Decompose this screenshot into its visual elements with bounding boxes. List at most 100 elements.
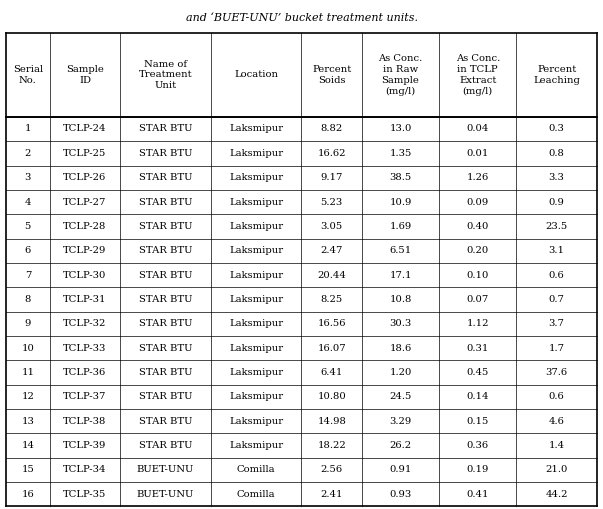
Text: Laksmipur: Laksmipur bbox=[229, 417, 283, 426]
Text: TCLP-24: TCLP-24 bbox=[63, 125, 107, 133]
Text: Laksmipur: Laksmipur bbox=[229, 271, 283, 279]
Text: 8.25: 8.25 bbox=[321, 295, 343, 304]
Text: 8.82: 8.82 bbox=[321, 125, 343, 133]
Text: Laksmipur: Laksmipur bbox=[229, 441, 283, 450]
Text: TCLP-29: TCLP-29 bbox=[63, 246, 107, 255]
Text: 1.35: 1.35 bbox=[390, 149, 412, 158]
Text: 9.17: 9.17 bbox=[321, 173, 343, 182]
Text: TCLP-28: TCLP-28 bbox=[63, 222, 107, 231]
Text: 3.05: 3.05 bbox=[321, 222, 343, 231]
Text: 2.47: 2.47 bbox=[321, 246, 343, 255]
Text: 0.93: 0.93 bbox=[390, 490, 412, 499]
Text: STAR BTU: STAR BTU bbox=[139, 441, 192, 450]
Text: 0.41: 0.41 bbox=[467, 490, 489, 499]
Text: 44.2: 44.2 bbox=[546, 490, 568, 499]
Text: STAR BTU: STAR BTU bbox=[139, 368, 192, 377]
Text: TCLP-25: TCLP-25 bbox=[63, 149, 107, 158]
Text: 5.23: 5.23 bbox=[321, 197, 343, 207]
Text: 3: 3 bbox=[25, 173, 31, 182]
Text: 10.9: 10.9 bbox=[390, 197, 412, 207]
Text: 4.6: 4.6 bbox=[549, 417, 564, 426]
Text: 0.36: 0.36 bbox=[467, 441, 489, 450]
Text: 0.14: 0.14 bbox=[467, 392, 489, 402]
Text: TCLP-31: TCLP-31 bbox=[63, 295, 107, 304]
Text: STAR BTU: STAR BTU bbox=[139, 295, 192, 304]
Text: 0.09: 0.09 bbox=[467, 197, 489, 207]
Text: 3.1: 3.1 bbox=[549, 246, 564, 255]
Text: TCLP-38: TCLP-38 bbox=[63, 417, 107, 426]
Text: Serial
No.: Serial No. bbox=[13, 65, 43, 85]
Text: 0.01: 0.01 bbox=[467, 149, 489, 158]
Text: 13: 13 bbox=[22, 417, 34, 426]
Text: TCLP-33: TCLP-33 bbox=[63, 344, 107, 353]
Text: 0.7: 0.7 bbox=[549, 295, 564, 304]
Text: 6: 6 bbox=[25, 246, 31, 255]
Text: 0.07: 0.07 bbox=[467, 295, 489, 304]
Text: Laksmipur: Laksmipur bbox=[229, 295, 283, 304]
Text: 0.3: 0.3 bbox=[549, 125, 564, 133]
Text: Laksmipur: Laksmipur bbox=[229, 368, 283, 377]
Text: STAR BTU: STAR BTU bbox=[139, 125, 192, 133]
Text: 0.19: 0.19 bbox=[467, 465, 489, 474]
Text: 1.12: 1.12 bbox=[467, 319, 489, 328]
Text: Laksmipur: Laksmipur bbox=[229, 344, 283, 353]
Text: 0.10: 0.10 bbox=[467, 271, 489, 279]
Text: STAR BTU: STAR BTU bbox=[139, 319, 192, 328]
Text: 2.56: 2.56 bbox=[321, 465, 343, 474]
Text: TCLP-30: TCLP-30 bbox=[63, 271, 107, 279]
Text: 0.6: 0.6 bbox=[549, 392, 564, 402]
Text: Comilla: Comilla bbox=[237, 490, 276, 499]
Text: 3.3: 3.3 bbox=[549, 173, 564, 182]
Text: Location: Location bbox=[234, 70, 278, 79]
Text: Laksmipur: Laksmipur bbox=[229, 222, 283, 231]
Text: STAR BTU: STAR BTU bbox=[139, 417, 192, 426]
Text: Laksmipur: Laksmipur bbox=[229, 197, 283, 207]
Text: 18.6: 18.6 bbox=[390, 344, 412, 353]
Text: As Conc.
in Raw
Sample
(mg/l): As Conc. in Raw Sample (mg/l) bbox=[379, 54, 423, 96]
Text: TCLP-32: TCLP-32 bbox=[63, 319, 107, 328]
Text: 15: 15 bbox=[22, 465, 34, 474]
Text: 17.1: 17.1 bbox=[390, 271, 412, 279]
Text: 1.7: 1.7 bbox=[549, 344, 564, 353]
Text: TCLP-37: TCLP-37 bbox=[63, 392, 107, 402]
Text: TCLP-34: TCLP-34 bbox=[63, 465, 107, 474]
Text: 23.5: 23.5 bbox=[546, 222, 568, 231]
Text: 1: 1 bbox=[25, 125, 31, 133]
Text: 0.20: 0.20 bbox=[467, 246, 489, 255]
Text: 1.26: 1.26 bbox=[467, 173, 489, 182]
Text: TCLP-39: TCLP-39 bbox=[63, 441, 107, 450]
Text: As Conc.
in TCLP
Extract
(mg/l): As Conc. in TCLP Extract (mg/l) bbox=[456, 54, 500, 96]
Text: 5: 5 bbox=[25, 222, 31, 231]
Text: 0.91: 0.91 bbox=[390, 465, 412, 474]
Text: 0.04: 0.04 bbox=[467, 125, 489, 133]
Text: STAR BTU: STAR BTU bbox=[139, 173, 192, 182]
Text: 2: 2 bbox=[25, 149, 31, 158]
Text: 13.0: 13.0 bbox=[390, 125, 412, 133]
Text: Percent
Leaching: Percent Leaching bbox=[533, 65, 580, 85]
Text: Percent
Soids: Percent Soids bbox=[312, 65, 352, 85]
Text: 0.15: 0.15 bbox=[467, 417, 489, 426]
Text: 16.56: 16.56 bbox=[317, 319, 346, 328]
Text: 26.2: 26.2 bbox=[390, 441, 412, 450]
Text: 11: 11 bbox=[21, 368, 34, 377]
Text: 10.80: 10.80 bbox=[317, 392, 346, 402]
Text: STAR BTU: STAR BTU bbox=[139, 392, 192, 402]
Text: 1.20: 1.20 bbox=[390, 368, 412, 377]
Text: 16.62: 16.62 bbox=[317, 149, 346, 158]
Text: Laksmipur: Laksmipur bbox=[229, 392, 283, 402]
Text: STAR BTU: STAR BTU bbox=[139, 246, 192, 255]
Text: 0.9: 0.9 bbox=[549, 197, 564, 207]
Text: Laksmipur: Laksmipur bbox=[229, 319, 283, 328]
Text: Comilla: Comilla bbox=[237, 465, 276, 474]
Text: 6.41: 6.41 bbox=[321, 368, 343, 377]
Text: 3.7: 3.7 bbox=[549, 319, 564, 328]
Text: 30.3: 30.3 bbox=[390, 319, 412, 328]
Text: 14.98: 14.98 bbox=[317, 417, 346, 426]
Text: 0.45: 0.45 bbox=[467, 368, 489, 377]
Text: 14: 14 bbox=[21, 441, 34, 450]
Text: TCLP-27: TCLP-27 bbox=[63, 197, 107, 207]
Text: 1.69: 1.69 bbox=[390, 222, 412, 231]
Text: 9: 9 bbox=[25, 319, 31, 328]
Text: 18.22: 18.22 bbox=[317, 441, 346, 450]
Text: 0.31: 0.31 bbox=[467, 344, 489, 353]
